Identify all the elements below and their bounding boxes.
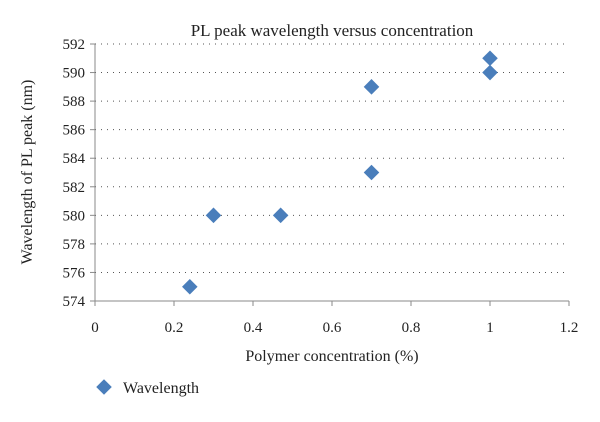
data-points [182, 50, 498, 295]
y-tick-label-580: 580 [63, 208, 86, 224]
legend: Wavelength [96, 379, 199, 397]
y-tick-label-578: 578 [63, 237, 86, 253]
axes [90, 43, 570, 306]
x-tick-label-0: 0 [91, 320, 99, 336]
y-tick-label-584: 584 [63, 151, 86, 167]
x-tick-label-0.4: 0.4 [244, 320, 263, 336]
y-tick-labels: 574 576 578 580 582 584 586 588 590 592 [63, 37, 86, 310]
chart-title: PL peak wavelength versus concentration [191, 21, 474, 40]
x-tick-label-1.2: 1.2 [560, 320, 579, 336]
y-tick-label-576: 576 [63, 265, 86, 281]
data-point-wavelength-7 [482, 50, 498, 67]
x-tick-label-0.6: 0.6 [323, 320, 342, 336]
y-tick-label-574: 574 [63, 294, 86, 310]
x-tick-labels: 0 0.2 0.4 0.6 0.8 1 1.2 [91, 320, 578, 336]
y-tick-label-590: 590 [63, 66, 86, 82]
x-tick-label-1: 1 [486, 320, 494, 336]
data-point-wavelength-5 [363, 79, 380, 95]
y-axis-title: Wavelength of PL peak (nm) [19, 80, 36, 265]
x-tick-label-0.2: 0.2 [165, 320, 184, 336]
x-tick-label-0.8: 0.8 [402, 320, 421, 336]
gridlines [95, 43, 569, 273]
y-tick-label-586: 586 [63, 123, 86, 139]
data-point-wavelength-1 [182, 278, 198, 295]
data-point-wavelength-6 [482, 64, 498, 81]
y-tick-label-582: 582 [63, 180, 86, 196]
data-point-wavelength-2 [205, 207, 222, 224]
y-tick-label-592: 592 [63, 37, 86, 53]
legend-label-wavelength: Wavelength [123, 380, 199, 397]
legend-diamond-marker [96, 379, 112, 395]
x-axis-title: Polymer concentration (%) [245, 348, 418, 365]
data-point-wavelength-4 [363, 164, 380, 181]
y-tick-label-588: 588 [63, 94, 86, 110]
data-point-wavelength-3 [272, 207, 289, 224]
